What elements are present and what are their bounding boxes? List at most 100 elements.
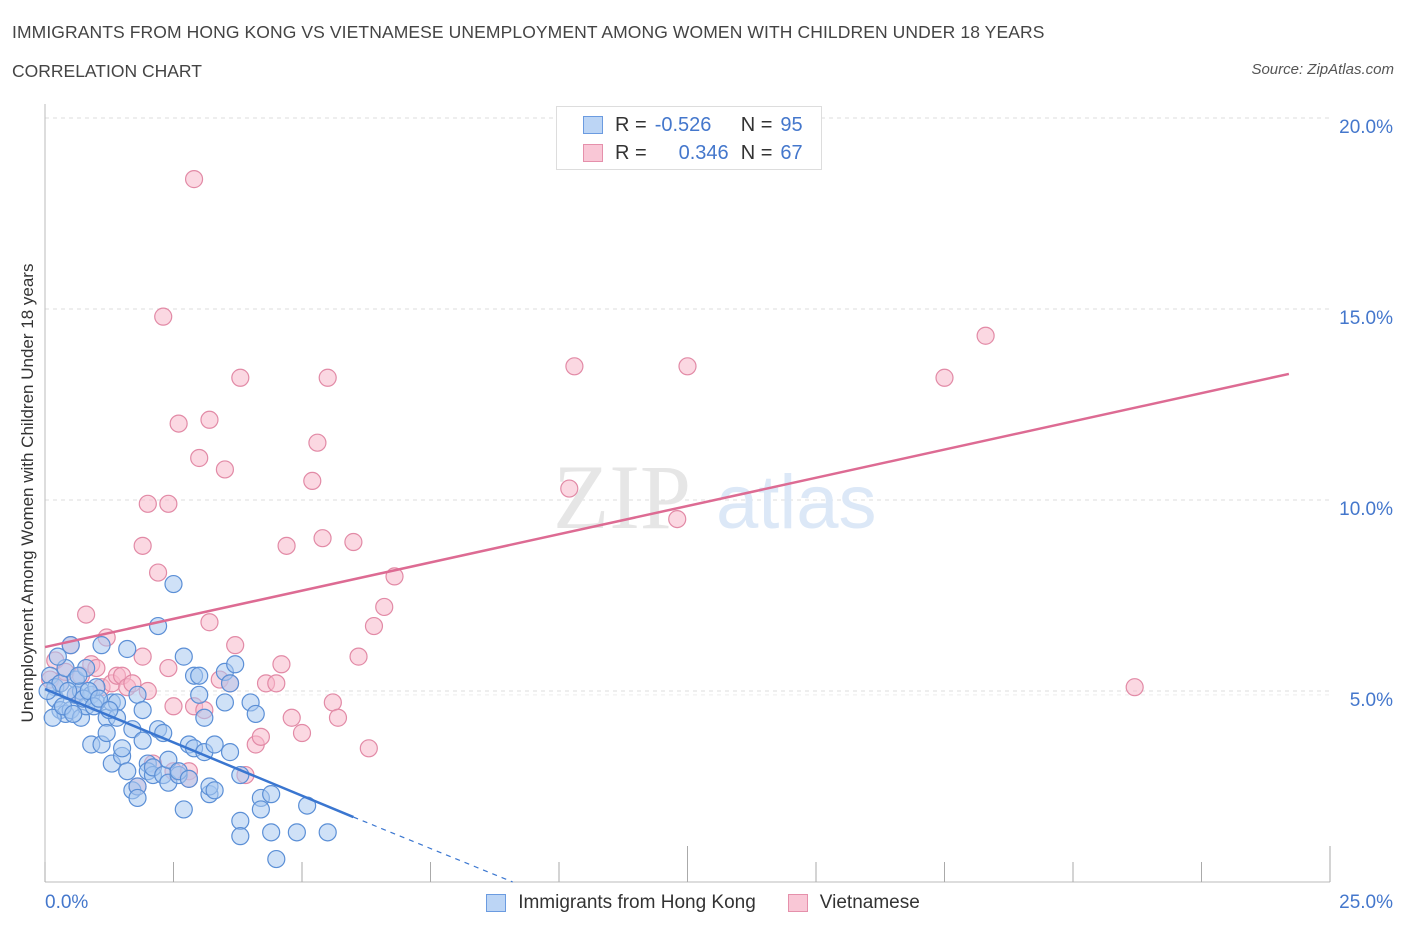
legend-row-vietnamese: R = 0.346 N = 67 [583,141,803,165]
x-tick-label-max: 25.0% [1339,892,1393,913]
vietnamese-point [560,479,579,498]
vietnamese-point [169,414,188,433]
hong-kong-point [205,781,224,800]
chart-title: IMMIGRANTS FROM HONG KONG VS VIETNAMESE … [12,22,1045,42]
vietnamese-point [164,697,183,716]
hong-kong-point [190,685,209,704]
vietnamese-point [359,739,378,758]
legend-n-value-hong-kong: 95 [780,113,803,136]
hong-kong-point [89,689,109,708]
vietnamese-point [148,563,168,582]
hong-kong-trend-line [44,687,354,819]
hong-kong-point [133,700,152,720]
vietnamese-point [344,532,363,552]
hong-kong-point [267,849,286,869]
series-swatch-pink [787,894,808,912]
watermark-zip: ZIP [553,446,691,548]
y-tick-label: 5.0% [1350,690,1393,711]
vietnamese-point [308,433,327,452]
vietnamese-point [215,460,234,479]
hong-kong-point [174,800,193,819]
hong-kong-point [287,823,306,842]
legend-r-label: R = [615,113,647,136]
y-tick-label: 10.0% [1339,499,1393,520]
series-legend-hong-kong[interactable]: Immigrants from Hong Kong [486,892,756,914]
vietnamese-point [200,410,219,429]
series-legend-vietnamese[interactable]: Vietnamese [787,892,920,914]
hong-kong-point [43,708,62,727]
hong-kong-point [64,704,83,724]
vietnamese-point [159,658,178,678]
vietnamese-point [190,448,209,468]
hong-kong-point [190,666,209,685]
hong-kong-point [97,723,116,743]
hong-kong-point [215,693,234,712]
hong-kong-point [92,636,111,655]
hong-kong-point [195,708,214,727]
vietnamese-point [282,708,301,727]
vietnamese-point [226,636,245,655]
vietnamese-point [154,307,173,326]
vietnamese-point [364,616,384,636]
trend-lines [44,372,1290,883]
hong-kong-point [164,574,183,594]
vietnamese-point [272,655,291,674]
y-axis-label: Unemployment Among Women with Children U… [18,264,37,723]
hong-kong-point [179,769,199,788]
vietnamese-point [678,357,697,376]
hong-kong-point [220,674,240,693]
hong-kong-point [226,655,245,674]
legend-swatch-pink [583,144,603,162]
hong-kong-point [159,750,178,769]
vietnamese-point [251,727,270,746]
series-label-hong-kong: Immigrants from Hong Kong [518,892,756,913]
legend-n-value-vietnamese: 67 [780,141,803,164]
hong-kong-point [128,788,147,808]
vietnamese-point [935,368,954,387]
series-legend: Immigrants from Hong Kong Vietnamese [0,890,1406,916]
vietnamese-point [976,326,995,345]
hong-kong-point [69,666,88,685]
series-label-vietnamese: Vietnamese [819,892,920,913]
vietnamese-point [565,357,584,376]
hong-kong-point [48,647,67,666]
vietnamese-point [231,368,250,387]
hong-kong-point [231,811,250,830]
vietnamese-point [375,597,394,617]
legend-r-value-vietnamese: 0.346 [678,141,729,164]
watermark-atlas: atlas [716,460,877,545]
source-credit: Source: ZipAtlas.com [1251,61,1394,78]
hong-kong-point [262,823,281,842]
hong-kong-point [118,639,137,659]
vietnamese-point [313,529,332,548]
y-tick-label: 15.0% [1339,308,1393,329]
hong-kong-point [112,739,132,758]
vietnamese-point [668,509,687,529]
hong-kong-point [174,647,193,666]
vietnamese-point [292,723,312,743]
legend-n-label: N = [740,141,773,164]
hong-kong-point [128,685,147,704]
series-swatch-blue [486,894,507,912]
hong-kong-point [118,762,137,781]
tick-labels: 5.0% 10.0% 15.0% 20.0% 0.0% 25.0% [45,117,1393,913]
vietnamese-point [318,368,337,387]
vietnamese-point [184,170,204,189]
legend-r-label: R = [615,141,647,164]
vietnamese-point [159,494,178,513]
vietnamese-point [1125,678,1144,697]
watermark: ZIP atlas [553,446,877,548]
hong-kong-point [318,823,337,842]
hong-kong-point [251,800,270,819]
hong-kong-point [133,731,152,750]
vietnamese-point [200,613,219,632]
vietnamese-point [303,471,322,490]
vietnamese-point [277,536,296,555]
vietnamese-point [267,674,286,693]
chart-subtitle: CORRELATION CHART [12,61,202,81]
hong-kong-point [220,743,240,762]
y-tick-label: 20.0% [1339,117,1393,138]
axes [44,104,1331,883]
vietnamese-point [133,536,152,555]
